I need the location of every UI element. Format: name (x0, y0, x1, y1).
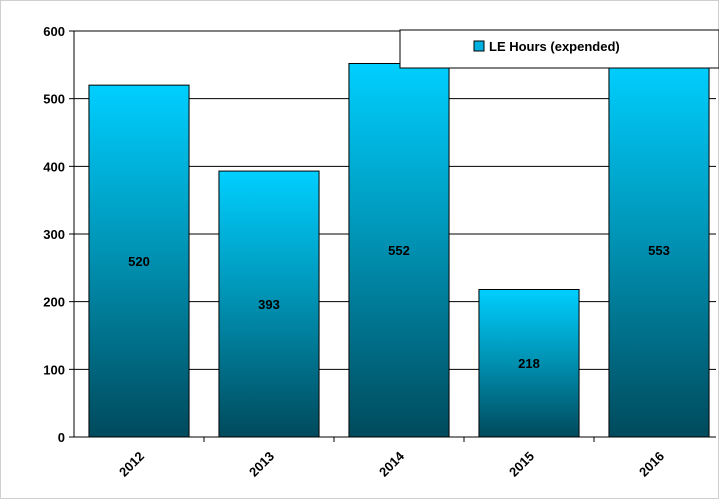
x-tick-label: 2012 (116, 449, 147, 480)
data-label: 393 (258, 297, 280, 312)
x-tick-label: 2014 (376, 448, 408, 480)
legend-label: LE Hours (expended) (489, 39, 620, 54)
y-tick-label: 0 (58, 430, 65, 445)
bar-2012 (88, 84, 190, 438)
y-tick-label: 100 (43, 362, 65, 377)
x-tick-label: 2016 (636, 449, 667, 480)
y-tick-label: 400 (43, 159, 65, 174)
y-tick-label: 500 (43, 92, 65, 107)
bar-2014 (348, 62, 450, 438)
data-label: 553 (648, 243, 670, 258)
y-tick-label: 200 (43, 295, 65, 310)
y-tick-label: 300 (43, 227, 65, 242)
legend-box (399, 29, 719, 69)
data-label: 552 (388, 243, 410, 258)
y-tick-label: 600 (43, 24, 65, 39)
bar-2016 (608, 62, 710, 438)
legend: LE Hours (expended) (399, 29, 719, 69)
data-labels: 520 393 552 218 553 (128, 243, 670, 371)
legend-swatch (473, 40, 485, 52)
bar-2015 (478, 288, 580, 438)
x-tick-label: 2015 (506, 449, 537, 480)
bar-2013 (218, 170, 320, 438)
data-label: 218 (518, 356, 540, 371)
data-label: 520 (128, 254, 150, 269)
bars (88, 62, 710, 438)
x-tick-label: 2013 (246, 449, 277, 480)
